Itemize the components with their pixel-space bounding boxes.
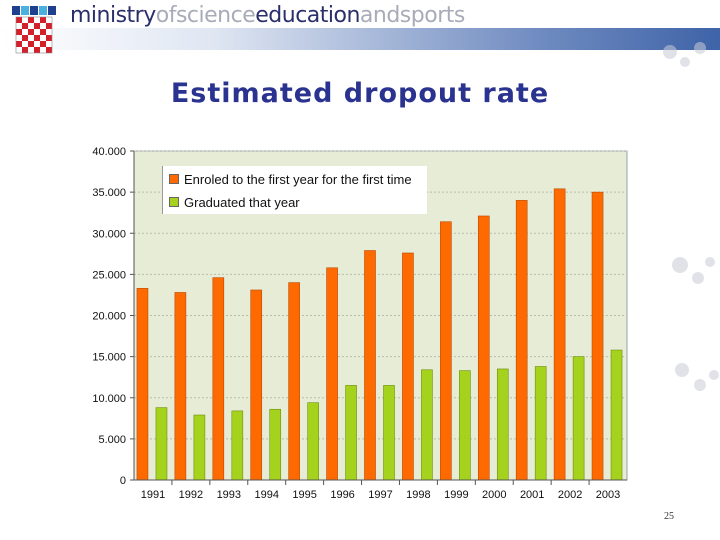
x-tick-label: 2001 xyxy=(520,489,544,501)
logo-word-ofscience: ofscience xyxy=(155,3,256,28)
x-tick-label: 1993 xyxy=(217,489,241,501)
croatian-coat-of-arms-icon xyxy=(12,6,56,54)
bar-enroled xyxy=(136,288,149,481)
bar-enroled xyxy=(364,250,376,481)
x-tick-label: 1996 xyxy=(330,489,354,501)
chart-legend: Enroled to the first year for the first … xyxy=(162,166,427,214)
bar-graduated xyxy=(610,349,623,481)
bar-enroled xyxy=(477,215,490,481)
x-tick-label: 1992 xyxy=(179,489,203,501)
x-tick-label: 2002 xyxy=(558,489,582,501)
y-tick-label: 40.000 xyxy=(92,146,126,158)
x-tick-label: 1997 xyxy=(368,489,392,501)
bar-graduated xyxy=(459,370,471,481)
bar-graduated xyxy=(269,408,282,481)
x-tick-label: 2000 xyxy=(482,489,506,501)
y-tick-label: 0 xyxy=(120,475,126,487)
bar-enroled xyxy=(174,292,187,481)
legend-item-graduated: Graduated that year xyxy=(169,193,300,211)
y-tick-label: 25.000 xyxy=(92,269,126,281)
legend-swatch-enroled xyxy=(169,174,179,184)
logo-word-education: education xyxy=(255,3,360,28)
legend-item-enroled: Enroled to the first year for the first … xyxy=(169,170,412,188)
y-tick-label: 20.000 xyxy=(92,311,126,323)
bar-graduated xyxy=(496,368,509,481)
bar-enroled xyxy=(440,221,452,481)
bar-enroled xyxy=(515,200,528,481)
bar-graduated xyxy=(345,385,357,481)
bar-graduated xyxy=(383,385,395,481)
logo-word-ministry: ministry xyxy=(70,3,156,28)
x-tick-label: 1998 xyxy=(406,489,430,501)
bar-graduated xyxy=(307,402,319,481)
bar-graduated xyxy=(193,414,206,481)
molecule-decoration xyxy=(663,42,719,391)
bar-enroled xyxy=(326,267,338,481)
x-tick-label: 1999 xyxy=(444,489,468,501)
bar-graduated xyxy=(534,366,547,481)
bar-graduated xyxy=(421,369,433,481)
bar-enroled xyxy=(288,282,300,481)
bar-enroled xyxy=(212,277,225,481)
y-tick-label: 10.000 xyxy=(92,393,126,405)
x-tick-label: 1994 xyxy=(254,489,278,501)
bar-enroled xyxy=(591,191,604,481)
logo-word-andsports: andsports xyxy=(359,3,465,28)
legend-label-enroled: Enroled to the first year for the first … xyxy=(184,171,412,187)
bar-graduated xyxy=(231,410,244,481)
slide-title: Estimated dropout rate xyxy=(170,78,550,109)
x-tick-label: 2003 xyxy=(596,489,620,501)
x-tick-label: 1995 xyxy=(292,489,316,501)
y-tick-label: 30.000 xyxy=(92,228,126,240)
header-banner: ministryofscienceeducationandsports xyxy=(0,0,720,58)
bar-enroled xyxy=(402,252,414,481)
header-gradient-band xyxy=(0,28,720,50)
page-number: 25 xyxy=(664,511,674,522)
x-tick-label: 1991 xyxy=(141,489,165,501)
y-tick-label: 15.000 xyxy=(92,352,126,364)
y-tick-label: 35.000 xyxy=(92,187,126,199)
bar-graduated xyxy=(155,407,168,481)
bar-enroled xyxy=(250,289,263,481)
legend-label-graduated: Graduated that year xyxy=(184,194,300,210)
ministry-logo-text: ministryofscienceeducationandsports xyxy=(70,3,465,28)
legend-swatch-graduated xyxy=(169,197,179,207)
y-tick-label: 5.000 xyxy=(98,434,126,446)
bar-enroled xyxy=(553,188,566,481)
bar-graduated xyxy=(572,356,585,481)
